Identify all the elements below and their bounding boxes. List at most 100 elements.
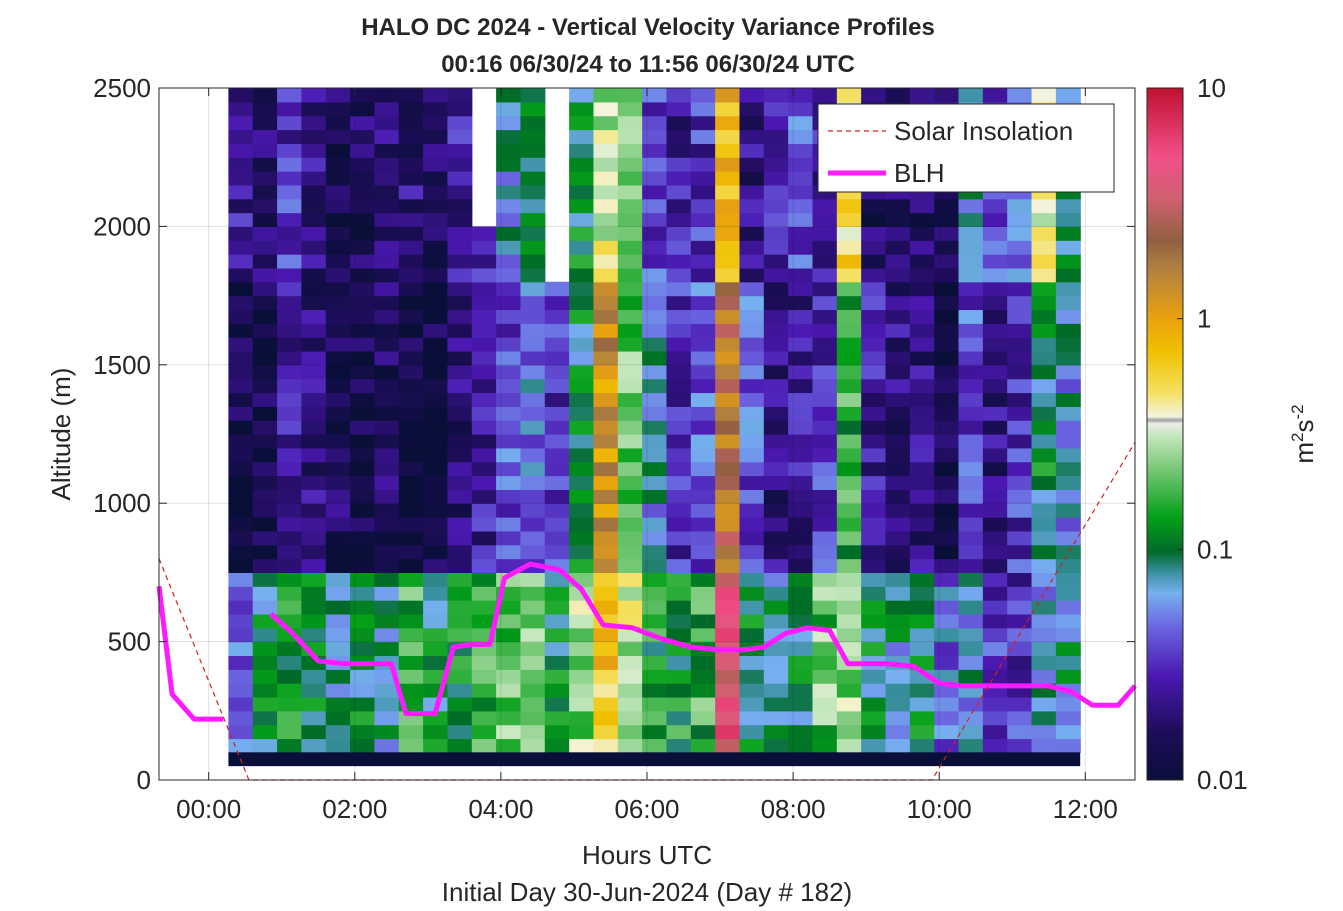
- heatmap-cell: [885, 710, 911, 726]
- heatmap-cell: [544, 392, 570, 407]
- heatmap-cell: [252, 683, 278, 698]
- heatmap-cell: [374, 212, 400, 227]
- heatmap-cell: [690, 669, 716, 684]
- heatmap-cell: [617, 530, 643, 546]
- heatmap-cell: [252, 420, 278, 435]
- heatmap-cell: [228, 406, 254, 421]
- heatmap-cell: [642, 420, 668, 435]
- heatmap-cell: [277, 696, 303, 712]
- heatmap-cell: [447, 88, 473, 103]
- heatmap-cell: [642, 669, 668, 684]
- heatmap-cell: [909, 434, 935, 449]
- heatmap-cell: [885, 295, 911, 311]
- heatmap-cell: [1055, 572, 1081, 587]
- heatmap-cell: [763, 613, 789, 629]
- heatmap-cell: [909, 600, 935, 615]
- heatmap-cell: [1031, 226, 1057, 241]
- heatmap-cell: [666, 378, 692, 394]
- heatmap-cell: [252, 157, 278, 172]
- heatmap-cell: [301, 88, 327, 103]
- heatmap-cell: [642, 115, 668, 131]
- heatmap-cell: [593, 600, 619, 615]
- heatmap-cell: [982, 323, 1008, 338]
- heatmap-cell: [763, 309, 789, 324]
- heatmap-cell: [885, 641, 911, 657]
- heatmap-cell: [788, 696, 814, 712]
- heatmap-cell: [812, 503, 838, 518]
- heatmap-cell: [544, 447, 570, 463]
- heatmap-cell: [252, 669, 278, 684]
- heatmap-cell: [544, 406, 570, 421]
- heatmap-cell: [277, 115, 303, 131]
- heatmap-cell: [471, 447, 497, 463]
- colorbar-tick-label: 10: [1197, 73, 1226, 103]
- heatmap-cell: [763, 655, 789, 670]
- heatmap-cell: [763, 101, 789, 117]
- heatmap-cell: [569, 669, 595, 684]
- heatmap-cell: [812, 669, 838, 684]
- heatmap-cell: [569, 434, 595, 449]
- heatmap-cell: [593, 420, 619, 435]
- heatmap-cell: [350, 696, 376, 712]
- heatmap-cell: [423, 406, 449, 421]
- heatmap-cell: [471, 517, 497, 532]
- heatmap-cell: [593, 143, 619, 158]
- heatmap-cell: [520, 489, 546, 504]
- heatmap-cell: [398, 641, 424, 657]
- heatmap-cell: [763, 337, 789, 352]
- heatmap-cell: [471, 295, 497, 311]
- heatmap-cell: [252, 350, 278, 366]
- heatmap-cell: [617, 447, 643, 463]
- heatmap-cell: [788, 447, 814, 463]
- heatmap-cell: [350, 710, 376, 726]
- heatmap-cell: [374, 461, 400, 477]
- heatmap-cell: [982, 337, 1008, 352]
- heatmap-cell: [885, 600, 911, 615]
- heatmap-cell: [958, 586, 984, 601]
- heatmap-cell: [642, 544, 668, 560]
- heatmap-cell: [277, 558, 303, 573]
- heatmap-cell: [788, 309, 814, 324]
- heatmap-cell: [739, 669, 765, 684]
- heatmap-cell: [690, 600, 716, 615]
- heatmap-cell: [982, 558, 1008, 573]
- heatmap-cell: [666, 447, 692, 463]
- heatmap-cell: [350, 475, 376, 490]
- heatmap-cell: [715, 738, 741, 753]
- heatmap-cell: [690, 88, 716, 103]
- heatmap-cell: [423, 738, 449, 753]
- heatmap-cell: [228, 475, 254, 490]
- heatmap-cell: [715, 350, 741, 366]
- heatmap-cell: [496, 157, 522, 172]
- heatmap-cell: [544, 337, 570, 352]
- heatmap-cell: [301, 724, 327, 740]
- heatmap-cell: [617, 129, 643, 144]
- heatmap-cell: [739, 378, 765, 394]
- heatmap-cell: [228, 184, 254, 200]
- heatmap-cell: [374, 503, 400, 518]
- heatmap-cell: [1055, 710, 1081, 726]
- heatmap-cell: [958, 88, 984, 103]
- heatmap-cell: [325, 143, 351, 158]
- heatmap-cell: [885, 420, 911, 435]
- heatmap-cell: [569, 710, 595, 726]
- heatmap-cell: [398, 475, 424, 490]
- heatmap-cell: [593, 489, 619, 504]
- heatmap-cell: [861, 392, 887, 407]
- heatmap-cell: [788, 350, 814, 366]
- heatmap-cell: [423, 572, 449, 587]
- heatmap-cell: [350, 267, 376, 283]
- heatmap-cell: [788, 212, 814, 227]
- heatmap-cell: [934, 254, 960, 269]
- heatmap-cell: [934, 503, 960, 518]
- heatmap-cell: [569, 517, 595, 532]
- heatmap-cell: [423, 655, 449, 670]
- heatmap-cell: [642, 254, 668, 269]
- heatmap-cell: [228, 281, 254, 297]
- heatmap-cell: [1031, 475, 1057, 490]
- heatmap-cell: [861, 738, 887, 753]
- heatmap-cell: [763, 489, 789, 504]
- heatmap-cell: [471, 420, 497, 435]
- heatmap-cell: [277, 710, 303, 726]
